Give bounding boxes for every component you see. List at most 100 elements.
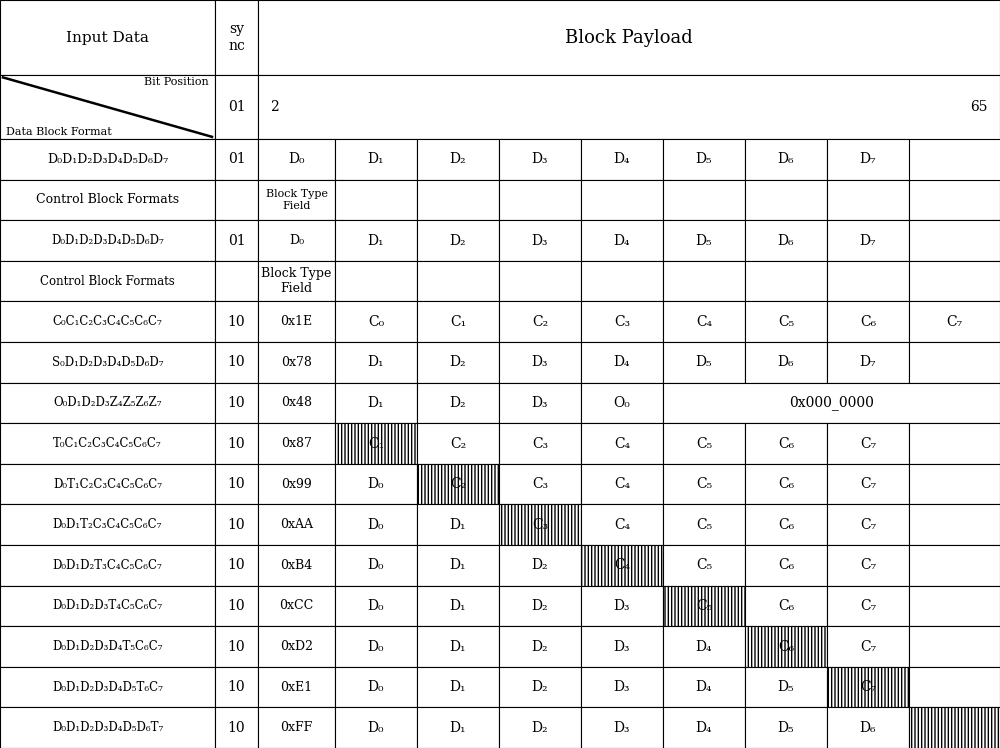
Bar — [909, 626, 1000, 666]
Text: D₁: D₁ — [368, 233, 384, 248]
Text: D₀: D₀ — [368, 680, 384, 694]
Bar — [335, 261, 417, 301]
Text: D₆: D₆ — [778, 355, 794, 370]
Text: D₁: D₁ — [450, 558, 466, 572]
Bar — [0, 180, 215, 220]
Bar — [581, 666, 663, 708]
Text: C₆: C₆ — [778, 558, 794, 572]
Bar — [499, 261, 581, 301]
Bar — [663, 423, 745, 464]
Text: D₀: D₀ — [368, 477, 384, 491]
Bar — [909, 301, 1000, 342]
Text: D₀: D₀ — [289, 234, 304, 247]
Text: C₃: C₃ — [614, 315, 630, 329]
Bar — [499, 504, 581, 545]
Text: C₇: C₇ — [860, 518, 876, 532]
Text: 0xD2: 0xD2 — [280, 640, 313, 653]
Text: 10: 10 — [228, 396, 245, 410]
Bar — [581, 464, 663, 504]
Bar — [417, 342, 499, 383]
Text: Block Type
Field: Block Type Field — [261, 267, 332, 295]
Text: D₆: D₆ — [778, 233, 794, 248]
Text: 0x48: 0x48 — [281, 396, 312, 409]
Text: Block Type
Field: Block Type Field — [266, 189, 328, 211]
Text: D₁: D₁ — [450, 518, 466, 532]
Bar — [745, 626, 827, 666]
Text: D₃: D₃ — [532, 233, 548, 248]
Text: D₃: D₃ — [532, 355, 548, 370]
Text: D₁: D₁ — [368, 153, 384, 166]
Text: C₆: C₆ — [778, 477, 794, 491]
Bar — [0, 220, 215, 261]
Text: 01: 01 — [228, 100, 245, 114]
Text: C₇: C₇ — [860, 477, 876, 491]
Bar — [417, 464, 499, 504]
Text: D₅: D₅ — [778, 721, 794, 735]
Text: D₀T₁C₂C₃C₄C₅C₆C₇: D₀T₁C₂C₃C₄C₅C₆C₇ — [53, 478, 162, 491]
Text: 0xAA: 0xAA — [280, 518, 313, 531]
Text: D₀: D₀ — [368, 640, 384, 654]
Text: D₂: D₂ — [532, 640, 548, 654]
Text: D₂: D₂ — [532, 599, 548, 613]
Text: D₂: D₂ — [450, 355, 466, 370]
Text: D₁: D₁ — [368, 355, 384, 370]
Text: C₇: C₇ — [860, 680, 876, 694]
Text: C₇: C₇ — [946, 315, 963, 329]
Text: D₃: D₃ — [614, 680, 630, 694]
Text: 2: 2 — [270, 100, 279, 114]
Bar — [663, 180, 745, 220]
Text: C₂: C₂ — [450, 437, 466, 450]
Bar — [0, 626, 215, 666]
Bar — [827, 666, 909, 708]
Bar — [215, 0, 258, 76]
Bar — [215, 423, 258, 464]
Text: D₅: D₅ — [696, 153, 712, 166]
Text: 0xCC: 0xCC — [279, 599, 314, 613]
Bar — [909, 464, 1000, 504]
Text: D₇: D₇ — [860, 233, 876, 248]
Text: C₅: C₅ — [696, 437, 712, 450]
Bar — [335, 301, 417, 342]
Text: D₅: D₅ — [696, 355, 712, 370]
Bar — [827, 423, 909, 464]
Text: D₂: D₂ — [450, 233, 466, 248]
Bar — [0, 545, 215, 586]
Text: Bit Position: Bit Position — [144, 78, 209, 88]
Text: D₀D₁D₂D₃D₄D₅D₆D₇: D₀D₁D₂D₃D₄D₅D₆D₇ — [47, 153, 168, 166]
Text: D₃: D₃ — [614, 640, 630, 654]
Text: C₀: C₀ — [368, 315, 384, 329]
Text: D₂: D₂ — [532, 721, 548, 735]
Text: C₀C₁C₂C₃C₄C₅C₆C₇: C₀C₁C₂C₃C₄C₅C₆C₇ — [53, 315, 162, 328]
Text: C₆: C₆ — [778, 599, 794, 613]
Bar — [258, 708, 335, 748]
Bar — [258, 342, 335, 383]
Text: D₄: D₄ — [614, 355, 630, 370]
Bar — [417, 261, 499, 301]
Text: D₂: D₂ — [450, 153, 466, 166]
Text: C₁: C₁ — [368, 437, 384, 450]
Text: D₂: D₂ — [532, 680, 548, 694]
Text: D₀D₁D₂D₃D₄D₅D₆T₇: D₀D₁D₂D₃D₄D₅D₆T₇ — [52, 721, 163, 735]
Bar — [745, 342, 827, 383]
Bar — [581, 423, 663, 464]
Text: D₃: D₃ — [614, 599, 630, 613]
Bar — [499, 545, 581, 586]
Bar — [581, 180, 663, 220]
Text: Data Block Format: Data Block Format — [6, 127, 112, 137]
Text: Control Block Formats: Control Block Formats — [36, 194, 179, 206]
Bar — [215, 261, 258, 301]
Bar — [499, 383, 581, 423]
Bar — [745, 301, 827, 342]
Bar — [663, 545, 745, 586]
Bar — [335, 666, 417, 708]
Text: C₅: C₅ — [696, 558, 712, 572]
Text: 10: 10 — [228, 315, 245, 329]
Bar — [499, 180, 581, 220]
Bar — [745, 464, 827, 504]
Text: D₀D₁D₂D₃D₄D₅D₆D₇: D₀D₁D₂D₃D₄D₅D₆D₇ — [51, 234, 164, 247]
Bar — [0, 383, 215, 423]
Text: D₀D₁D₂T₃C₄C₅C₆C₇: D₀D₁D₂T₃C₄C₅C₆C₇ — [53, 559, 162, 571]
Text: 10: 10 — [228, 558, 245, 572]
Text: D₁: D₁ — [450, 640, 466, 654]
Bar — [663, 586, 745, 626]
